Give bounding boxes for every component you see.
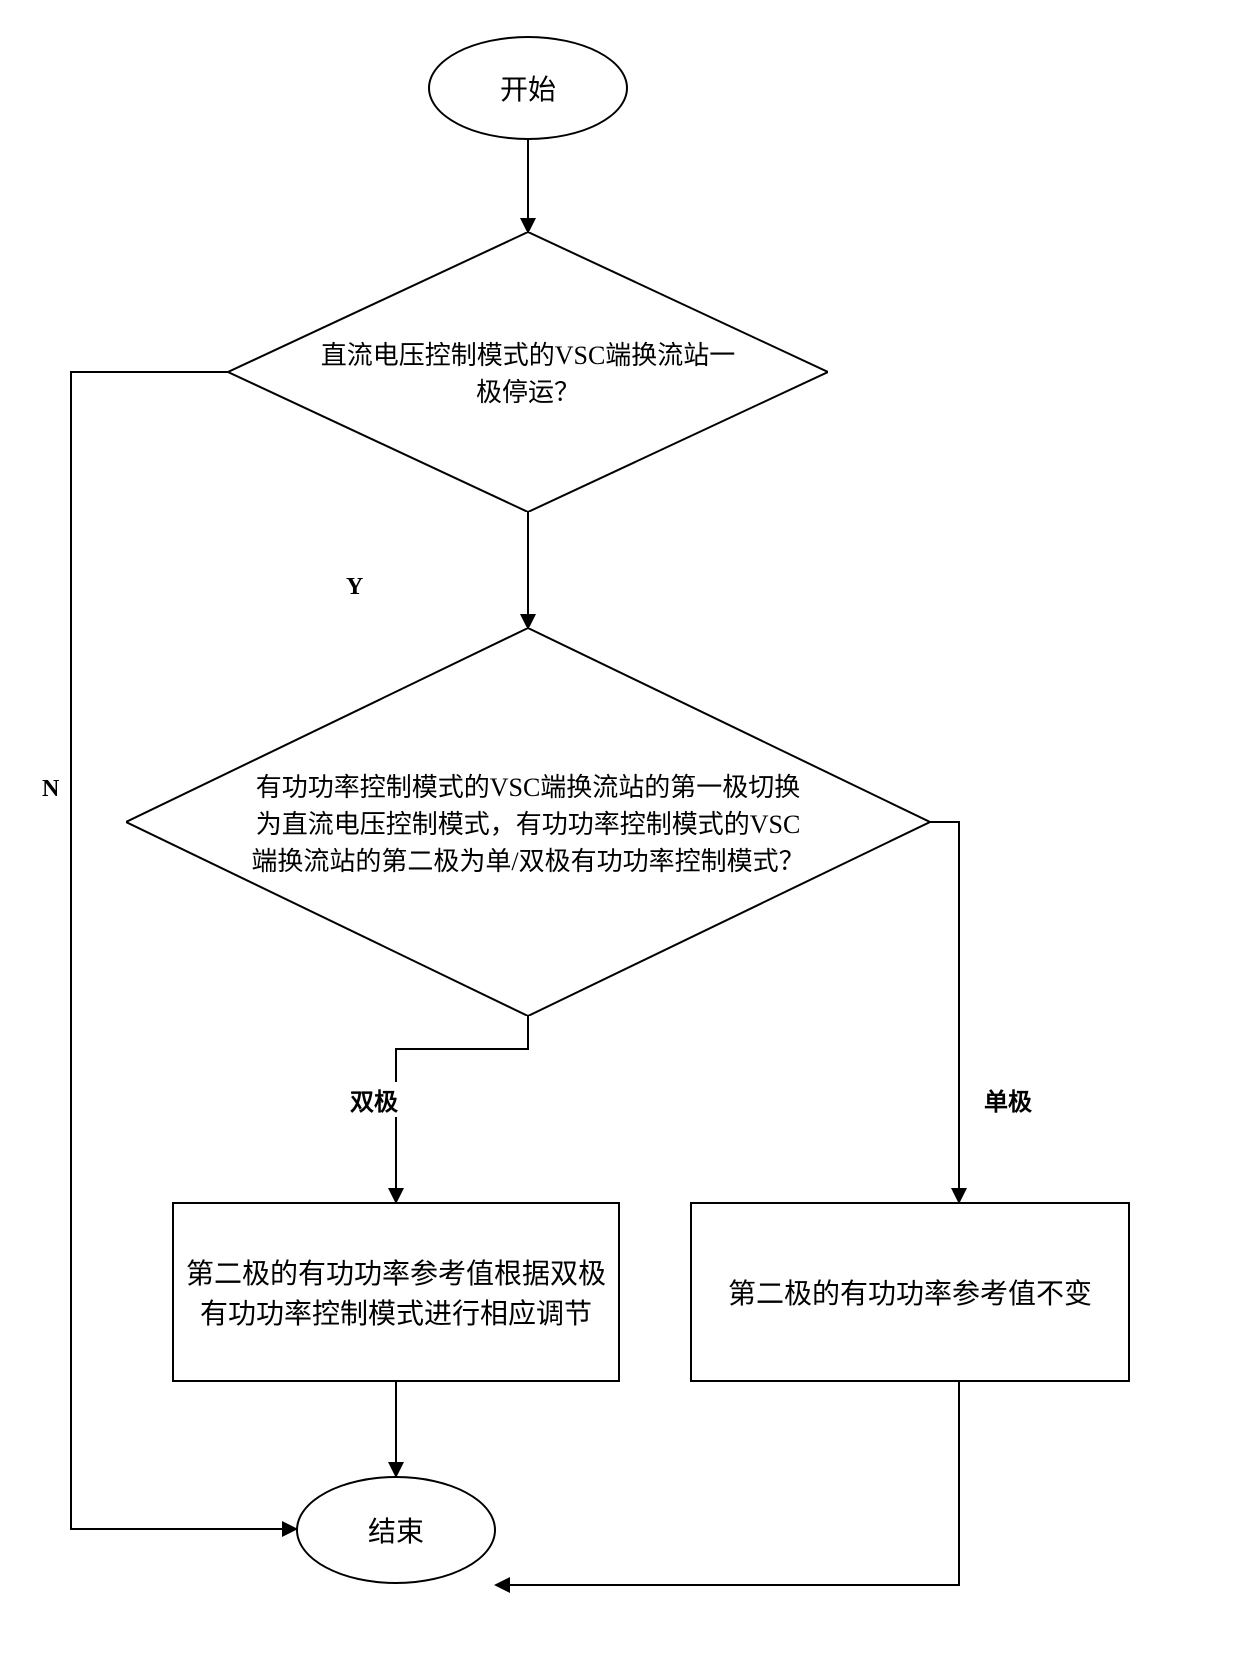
edge-d1-n-v — [70, 371, 72, 1530]
n-label: N — [42, 776, 59, 803]
decision2-node: 有功功率控制模式的VSC端换流站的第一极切换为直流电压控制模式，有功功率控制模式… — [126, 628, 930, 1016]
decision1-label: 直流电压控制模式的VSC端换流站一极停运？ — [228, 335, 828, 409]
edge-d1-n-h1 — [70, 371, 228, 373]
bipolar-label: 双极 — [350, 1082, 398, 1117]
edge-pr-end-v — [958, 1382, 960, 1586]
end-node: 结束 — [296, 1476, 496, 1584]
end-label: 结束 — [368, 1510, 424, 1550]
edge-d2-unipolar-v — [958, 821, 960, 1190]
process-right-label: 第二极的有功功率参考值不变 — [728, 1272, 1092, 1312]
edge-pr-end-head — [494, 1577, 510, 1593]
edge-start-d1 — [527, 140, 529, 220]
edge-d1-n-h2 — [70, 1528, 284, 1530]
start-node: 开始 — [428, 36, 628, 140]
process-left-label: 第二极的有功功率参考值根据双极有功功率控制模式进行相应调节 — [184, 1252, 608, 1332]
edge-d1-d2 — [527, 512, 529, 616]
process-right-node: 第二极的有功功率参考值不变 — [690, 1202, 1130, 1382]
edge-d2-bipolar-h — [396, 1048, 529, 1050]
start-label: 开始 — [500, 68, 556, 108]
process-left-node: 第二极的有功功率参考值根据双极有功功率控制模式进行相应调节 — [172, 1202, 620, 1382]
y-label: Y — [346, 574, 363, 601]
edge-d2-bipolar-v2 — [395, 1048, 397, 1190]
edge-d2-unipolar-h — [930, 821, 960, 823]
edge-d2-bipolar-v1 — [527, 1016, 529, 1050]
decision1-node: 直流电压控制模式的VSC端换流站一极停运？ — [228, 232, 828, 512]
edge-pl-end — [395, 1382, 397, 1464]
unipolar-label: 单极 — [984, 1082, 1032, 1117]
edge-pr-end-h — [508, 1584, 960, 1586]
decision2-label: 有功功率控制模式的VSC端换流站的第一极切换为直流电压控制模式，有功功率控制模式… — [126, 767, 930, 878]
